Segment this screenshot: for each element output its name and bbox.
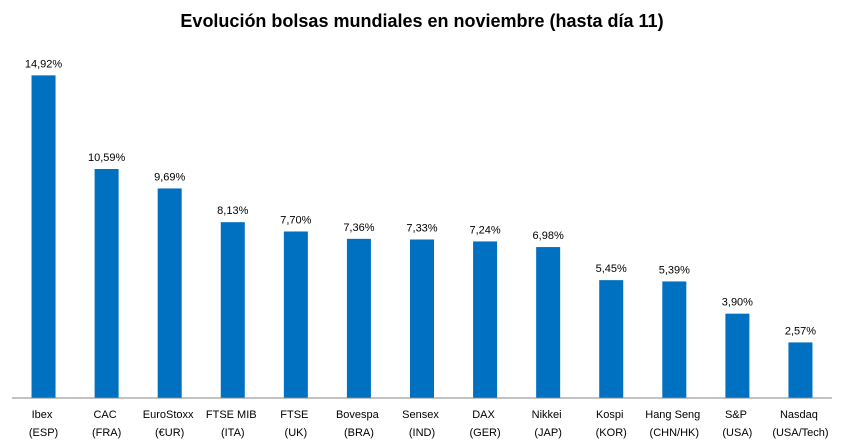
- data-label-ftse-uk: 7,70%: [280, 214, 311, 226]
- tick-label-name: S&P: [725, 409, 750, 421]
- tick-label-code: (ITA): [221, 427, 245, 439]
- bar-sensex-ind: [410, 239, 434, 398]
- tick-label-bovespa-bra: Bovespa (BRA): [336, 409, 382, 439]
- data-label-nasdaq-usa-tech: 2,57%: [785, 325, 816, 337]
- tick-label-name: FTSE MIB: [206, 409, 260, 421]
- tick-label-code: (GER): [469, 427, 500, 439]
- value-labels-group: 14,92% 10,59% 9,69% 8,13% 7,70% 7,36% 7,33% 7,2…: [25, 58, 816, 337]
- tick-label-name: Nasdaq: [780, 409, 821, 421]
- bar-nasdaq-usa-tech: [788, 342, 813, 398]
- tick-label-code: (UK): [285, 427, 308, 439]
- bar-ftse-uk: [283, 231, 308, 398]
- tick-label-ftse-mib-ita: FTSE MIB (ITA): [206, 409, 260, 439]
- tick-label-name: CAC: [93, 409, 119, 421]
- data-label-bovespa-bra: 7,36%: [343, 222, 374, 234]
- tick-label-kospi-kor: Kospi (KOR): [596, 409, 627, 439]
- tick-label-code: (CHN/HK): [650, 427, 700, 439]
- tick-label-dax-ger: DAX (GER): [469, 409, 500, 439]
- bars-group: [31, 75, 813, 399]
- tick-label-code: (KOR): [596, 427, 627, 439]
- tick-label-ftse-uk: FTSE (UK): [280, 409, 311, 439]
- tick-label-name: Kospi: [596, 409, 627, 421]
- bar-bovespa-bra: [346, 238, 371, 398]
- chart-title: Evolución bolsas mundiales en noviembre …: [180, 11, 663, 31]
- bar-cac-fra: [94, 168, 119, 398]
- data-label-kospi-kor: 5,45%: [596, 263, 627, 275]
- data-label-cac-fra: 10,59%: [88, 152, 126, 164]
- tick-label-code: (IND): [409, 427, 435, 439]
- tick-label-code: (JAP): [534, 427, 562, 439]
- tick-label-s-p-usa: S&P (USA): [722, 409, 752, 439]
- tick-label-code: (USA): [722, 427, 752, 439]
- tick-label-code: (FRA): [92, 427, 121, 439]
- tick-label-name: EuroStoxx: [143, 409, 197, 421]
- bar-dax-ger: [473, 241, 498, 398]
- data-label-ibex-esp: 14,92%: [25, 58, 63, 70]
- tick-label-eurostoxx-ur: EuroStoxx (€UR): [143, 409, 197, 439]
- tick-label-name: Hang Seng: [645, 409, 703, 421]
- data-label-dax-ger: 7,24%: [469, 224, 500, 236]
- data-label-eurostoxx-ur: 9,69%: [154, 171, 185, 183]
- bar-ftse-mib-ita: [220, 222, 245, 398]
- bar-hang-seng-chn-hk: [662, 281, 687, 398]
- tick-label-name: Ibex: [32, 409, 56, 421]
- data-label-ftse-mib-ita: 8,13%: [217, 205, 248, 217]
- tick-label-code: (€UR): [155, 427, 184, 439]
- tick-label-cac-fra: CAC (FRA): [92, 409, 121, 439]
- bar-ibex-esp: [31, 75, 56, 399]
- bar-s-p-usa: [725, 313, 750, 398]
- tick-label-code: (BRA): [344, 427, 374, 439]
- bar-eurostoxx-ur: [157, 188, 182, 398]
- tick-labels-group: Ibex (ESP) CAC (FRA) EuroStoxx (€UR) FTSE M…: [29, 409, 829, 439]
- tick-label-nasdaq-usa-tech: Nasdaq (USA/Tech): [772, 409, 828, 439]
- tick-label-name: Nikkei: [532, 409, 565, 421]
- bar-nikkei-jap: [536, 247, 561, 398]
- tick-label-code: (USA/Tech): [772, 427, 828, 439]
- tick-label-name: Sensex: [402, 409, 442, 421]
- tick-label-name: DAX: [472, 409, 498, 421]
- tick-label-name: Bovespa: [336, 409, 382, 421]
- bar-kospi-kor: [599, 280, 624, 398]
- tick-label-sensex-ind: Sensex (IND): [402, 409, 442, 439]
- data-label-s-p-usa: 3,90%: [722, 297, 753, 309]
- data-label-nikkei-jap: 6,98%: [533, 230, 564, 242]
- tick-label-name: FTSE: [280, 409, 311, 421]
- data-label-hang-seng-chn-hk: 5,39%: [659, 264, 690, 276]
- tick-label-ibex-esp: Ibex (ESP): [29, 409, 58, 439]
- tick-label-hang-seng-chn-hk: Hang Seng (CHN/HK): [645, 409, 703, 439]
- data-label-sensex-ind: 7,33%: [406, 222, 437, 234]
- tick-label-code: (ESP): [29, 427, 58, 439]
- tick-label-nikkei-jap: Nikkei (JAP): [532, 409, 565, 439]
